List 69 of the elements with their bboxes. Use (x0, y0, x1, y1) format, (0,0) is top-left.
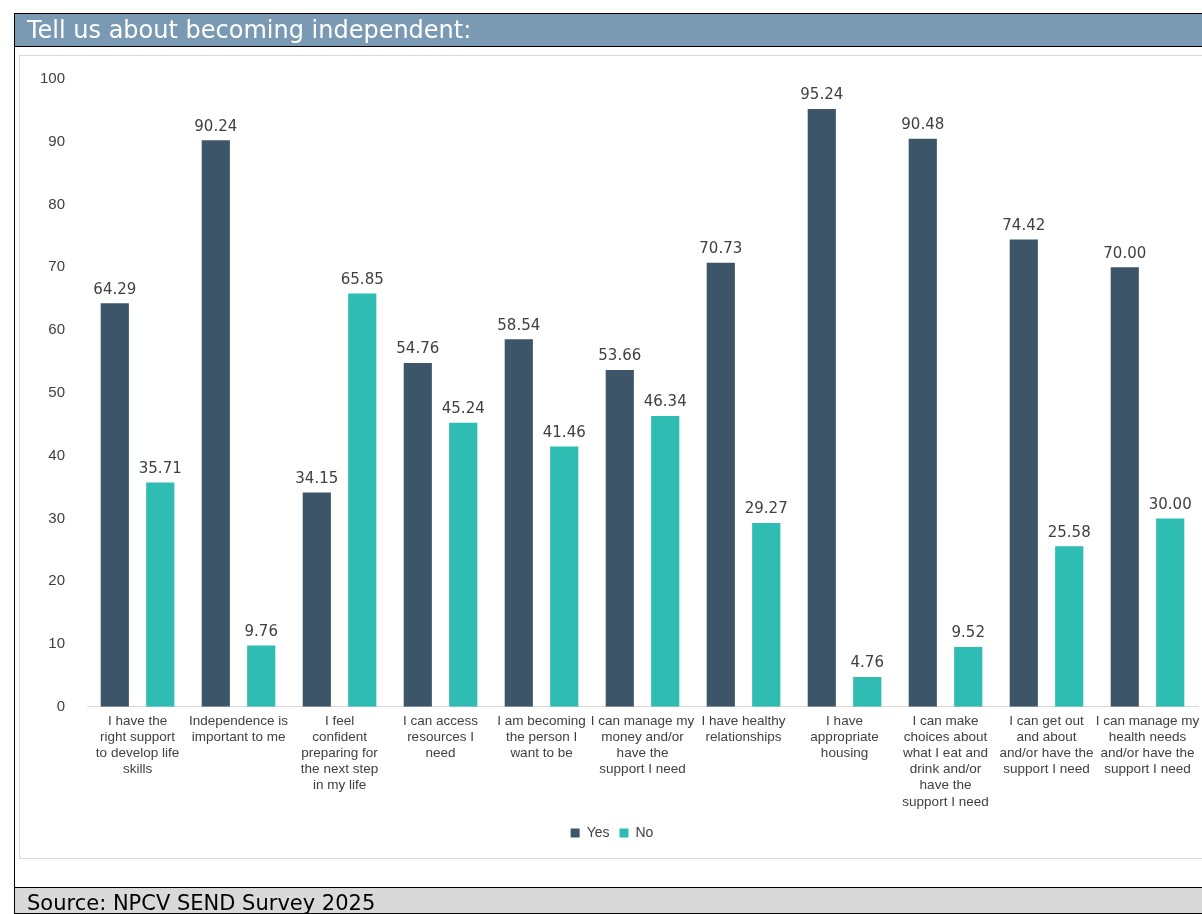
bar (853, 676, 882, 707)
data-label: 90.48 (901, 115, 945, 134)
bar (752, 523, 781, 707)
data-label: 58.54 (497, 315, 541, 334)
data-label: 65.85 (340, 269, 384, 288)
bar (706, 262, 735, 707)
data-label: 53.66 (598, 346, 642, 365)
data-label: 95.24 (800, 85, 844, 104)
bar (348, 293, 377, 707)
chart-title: Tell us about becoming independent: (15, 14, 1202, 47)
y-tick-label: 50 (48, 383, 66, 401)
bar (550, 446, 579, 707)
x-tick-label: I can access resources I need (402, 712, 479, 761)
data-label: 9.76 (244, 621, 278, 640)
data-label: 35.71 (138, 459, 182, 477)
x-tick-label: I have appropriate housing (810, 712, 879, 761)
data-label: 29.27 (744, 499, 788, 518)
bar (807, 108, 836, 707)
y-tick-label: 90 (48, 131, 66, 149)
x-tick-label: I have healthy relationships (701, 712, 786, 744)
x-tick-label: I can manage my health needs and/or have the support I need (1095, 712, 1200, 777)
data-label: 45.24 (441, 399, 485, 418)
x-tick-label: I can make choices about what I eat and drink and/or have the support I need (902, 712, 989, 809)
bar (247, 645, 276, 707)
x-tick-label: Independence is important to me (188, 712, 289, 744)
data-label: 30.00 (1148, 494, 1192, 513)
y-tick-label: 70 (48, 257, 66, 275)
data-label: 54.76 (396, 339, 440, 358)
x-tick-label: I feel confident preparing for the next step in my life (300, 712, 379, 793)
bar (1009, 239, 1038, 707)
data-label: 46.34 (643, 392, 687, 411)
y-tick-label: 60 (48, 320, 66, 338)
bar (605, 369, 634, 707)
data-label: 41.46 (542, 422, 586, 441)
bar (651, 415, 680, 707)
data-label: 64.29 (93, 279, 137, 298)
x-tick-label: I am becoming the person I want to be (497, 712, 586, 761)
data-label: 4.76 (850, 653, 884, 672)
data-label: 34.15 (295, 468, 339, 487)
x-tick-label: I can get out and about and/or have the support I need (999, 712, 1094, 777)
y-tick-label: 40 (48, 445, 66, 463)
bar (1055, 546, 1084, 707)
bar (504, 339, 533, 707)
bar (1110, 267, 1139, 707)
bar (201, 140, 230, 707)
legend-label: Yes (586, 823, 610, 840)
y-tick-label: 100 (40, 69, 66, 87)
data-label: 9.52 (951, 623, 985, 642)
data-label: 70.73 (699, 239, 743, 258)
data-label: 74.42 (1002, 215, 1046, 234)
y-tick-label: 30 (48, 508, 66, 526)
bar (146, 482, 175, 707)
y-tick-label: 20 (48, 571, 66, 589)
y-tick-label: 80 (48, 194, 66, 212)
bar (403, 363, 432, 707)
bar (908, 138, 937, 707)
legend-label: No (635, 823, 654, 840)
x-tick-label: I can manage my money and/or have the support I need (590, 712, 695, 777)
data-label: 25.58 (1047, 522, 1091, 541)
data-label: 70.00 (1103, 243, 1147, 262)
y-tick-label: 0 (56, 696, 66, 714)
y-tick-label: 10 (48, 634, 66, 652)
data-label: 90.24 (194, 116, 238, 135)
bar (302, 492, 331, 707)
x-tick-label: I have the right support to develop life skills (95, 712, 180, 777)
bar (954, 647, 983, 707)
bar (100, 303, 129, 707)
bar (1156, 518, 1185, 707)
bar (449, 422, 478, 707)
